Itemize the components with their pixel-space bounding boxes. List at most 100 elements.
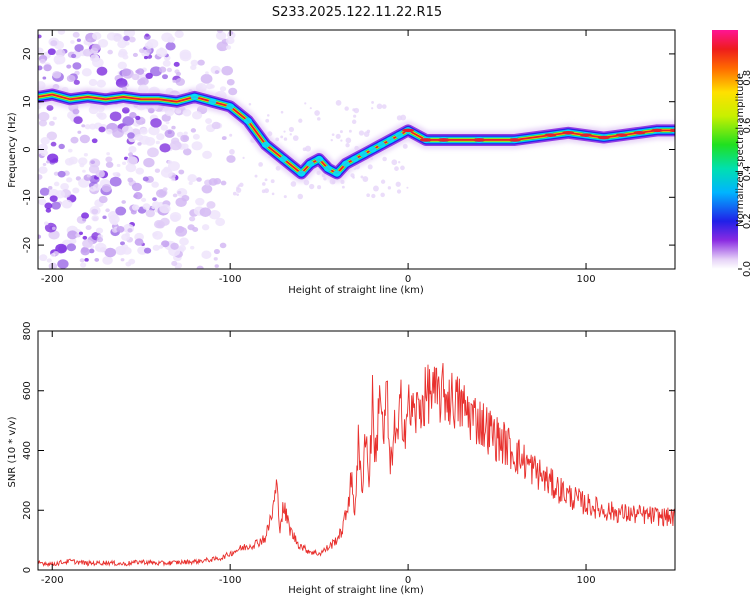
noise-blob [236,193,239,196]
heatmap-x-tick-label: -100 [219,274,242,285]
noise-blob [61,199,73,209]
noise-blob [196,265,204,269]
ridge-layer [38,93,675,175]
ridge-point-core [473,138,486,142]
noise-blob [264,188,270,194]
colorbar-tick-label: 0.0 [742,261,750,277]
noise-blob [214,264,219,268]
noise-blob [127,228,133,233]
noise-blob [60,182,69,191]
noise-blob [211,121,221,130]
noise-blob [117,61,127,70]
noise-blob [289,133,292,136]
noise-blob [182,109,192,117]
snr-x-tick-label: -100 [219,575,242,586]
noise-blob [288,126,295,133]
noise-blob [178,245,187,252]
colorbar: 0.0 0.2 0.4 0.6 0.8 Normalized spectral ampl… [712,30,750,277]
noise-blob [47,185,53,190]
noise-blob [47,48,56,56]
noise-blob [96,79,107,88]
noise-blob [96,112,103,118]
ridge-point-core [669,128,675,133]
noise-blob [323,177,327,181]
noise-blob [145,209,155,218]
noise-blob [162,187,168,192]
noise-blob [406,186,409,189]
ridge-point [377,141,386,148]
ridge-point [332,170,341,177]
ridge-point-core [615,133,628,137]
noise-blob [132,52,138,58]
ridge-point [324,165,333,172]
noise-blob [335,133,341,139]
noise-blob [72,108,80,115]
noise-blob [171,260,178,267]
noise-blob [159,143,171,153]
noise-blob [122,54,129,60]
noise-blob [283,130,286,133]
noise-blob [46,258,52,263]
noise-blob [145,33,149,37]
noise-blob [39,254,48,262]
noise-blob [264,178,268,182]
noise-blob [82,48,93,57]
noise-blob [144,42,154,50]
noise-blob [221,136,227,140]
noise-blob [122,247,132,255]
noise-blob [146,48,152,53]
noise-blob [48,121,55,126]
ridge-point [208,98,217,105]
noise-blob [52,70,62,79]
noise-blob [75,176,81,181]
noise-blob [239,182,244,187]
noise-blob [82,239,93,248]
noise-blob [179,237,189,246]
snr-x-tick-label: -200 [41,575,64,586]
noise-blob [51,201,61,210]
noise-blob [113,171,121,178]
noise-blob [138,48,145,54]
ridge-point [368,146,377,153]
noise-blob [112,128,124,138]
noise-blob [135,134,144,141]
ridge-point-core [508,138,521,142]
noise-blob [191,141,203,151]
noise-blob [396,189,402,194]
noise-blob [297,193,304,200]
noise-blob [395,181,401,187]
noise-blob [344,106,349,111]
noise-blob [107,49,113,55]
heatmap-noise-cloud [38,30,409,269]
noise-blob [38,119,48,127]
snr-plot-area [38,331,675,570]
noise-blob [39,58,46,64]
noise-blob [152,201,161,208]
noise-blob [280,110,284,114]
noise-blob [73,79,80,85]
noise-blob [174,265,180,269]
noise-blob [94,242,107,253]
noise-blob [84,258,89,262]
noise-blob [152,197,157,202]
noise-blob [125,163,137,173]
noise-blob [309,107,312,110]
ridge-point-core [633,130,646,135]
noise-blob [175,77,186,86]
noise-blob [380,179,386,184]
noise-blob [106,152,110,156]
noise-blob [248,102,252,106]
noise-blob [177,190,182,195]
noise-blob [283,137,288,141]
noise-blob [170,242,179,250]
ridge-point [306,160,315,167]
noise-blob [66,243,77,252]
noise-blob [304,102,307,105]
noise-blob [165,42,176,51]
noise-blob [363,131,370,137]
ridge-point-core [437,138,450,142]
noise-blob [67,148,73,153]
noise-blob [382,156,387,162]
noise-blob [137,78,146,86]
